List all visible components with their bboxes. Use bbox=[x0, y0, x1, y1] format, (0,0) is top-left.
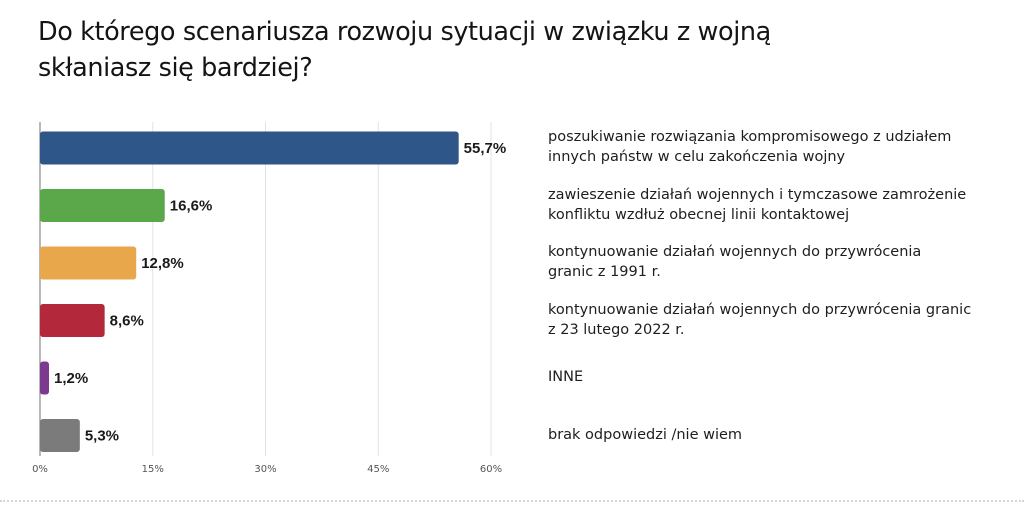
x-tick-label: 30% bbox=[254, 464, 276, 475]
bar bbox=[40, 361, 50, 395]
chart-title-line-1: Do którego scenariusza rozwoju sytuacji … bbox=[38, 17, 771, 47]
x-tick-label: 45% bbox=[367, 464, 389, 475]
x-tick-label: 60% bbox=[480, 464, 502, 475]
category-label: brak odpowiedzi /nie wiem bbox=[548, 426, 743, 443]
x-axis-tick-labels: 0% 15% 30% 45% 60% bbox=[32, 464, 502, 475]
chart-title: Do którego scenariusza rozwoju sytuacji … bbox=[38, 14, 858, 86]
bottom-divider bbox=[0, 500, 1024, 502]
bar bbox=[40, 246, 137, 280]
bar bbox=[40, 304, 105, 337]
category-label: INNE bbox=[548, 369, 584, 385]
category-label: zawieszenie działań wojennych i tymczaso… bbox=[548, 186, 967, 223]
bar bbox=[40, 131, 459, 165]
bar bbox=[40, 189, 165, 222]
category-labels: poszukiwanie rozwiązania kompromisowego … bbox=[548, 0, 1008, 506]
x-tick-label: 15% bbox=[142, 464, 164, 475]
bar-value-label: 16,6% bbox=[170, 198, 213, 215]
bar-value-label: 55,7% bbox=[464, 140, 507, 157]
grid-lines bbox=[152, 122, 492, 456]
bar-value-label: 5,3% bbox=[85, 428, 119, 445]
bar-value-labels: 55,7% 16,6% 12,8% 8,6% 1,2% 5,3% bbox=[54, 140, 506, 445]
category-label: kontynuowanie działań wojennych do przyw… bbox=[548, 301, 972, 338]
bar-value-label: 8,6% bbox=[110, 313, 144, 330]
bars bbox=[40, 131, 459, 452]
bar-value-label: 12,8% bbox=[141, 255, 184, 272]
category-label: kontynuowanie działań wojennych do przyw… bbox=[548, 244, 922, 280]
bar bbox=[40, 419, 80, 452]
x-tick-label: 0% bbox=[32, 464, 48, 475]
chart-title-line-2: skłaniasz się bardziej? bbox=[38, 53, 313, 83]
bar-value-label: 1,2% bbox=[54, 370, 88, 387]
category-label: poszukiwanie rozwiązania kompromisowego … bbox=[548, 129, 952, 165]
